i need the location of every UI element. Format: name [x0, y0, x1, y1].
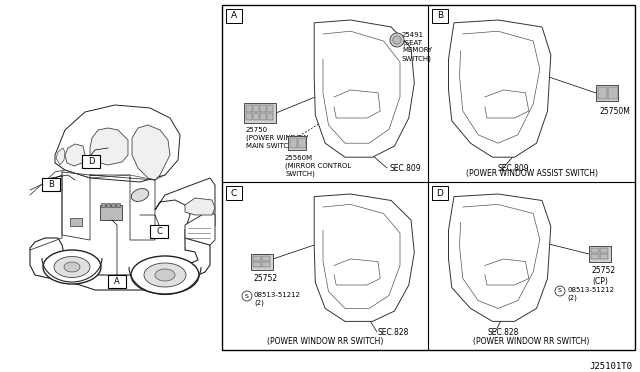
Polygon shape	[56, 148, 65, 165]
Text: 25752: 25752	[254, 274, 278, 283]
Bar	[222, 5, 635, 350]
Ellipse shape	[131, 256, 199, 294]
Bar	[591, 254, 599, 259]
Bar	[101, 203, 105, 207]
Circle shape	[390, 33, 404, 47]
Bar	[150, 225, 168, 238]
Bar	[70, 218, 82, 226]
Bar	[596, 85, 618, 101]
Text: 25752
(CP): 25752 (CP)	[592, 266, 616, 286]
Ellipse shape	[54, 257, 90, 278]
Bar	[260, 105, 266, 112]
Text: A: A	[231, 12, 237, 20]
Bar	[106, 203, 110, 207]
Polygon shape	[132, 125, 170, 180]
Text: 08513-51212
(2): 08513-51212 (2)	[254, 292, 301, 306]
Polygon shape	[30, 238, 210, 290]
Bar	[591, 248, 599, 253]
Bar	[116, 203, 120, 207]
Bar	[598, 87, 607, 99]
Text: D: D	[436, 189, 444, 198]
Bar	[262, 262, 270, 267]
Ellipse shape	[155, 269, 175, 281]
Bar	[289, 138, 297, 148]
Ellipse shape	[144, 263, 186, 287]
Bar	[226, 9, 242, 23]
Polygon shape	[155, 178, 215, 245]
Text: C: C	[156, 227, 162, 236]
Text: 25750M: 25750M	[599, 107, 630, 116]
Bar	[253, 256, 261, 261]
Text: D: D	[88, 157, 94, 166]
Text: S: S	[558, 289, 562, 294]
Bar	[82, 155, 100, 168]
Polygon shape	[55, 105, 180, 182]
Polygon shape	[449, 194, 551, 321]
Circle shape	[393, 36, 401, 44]
Ellipse shape	[131, 189, 148, 201]
Bar	[111, 203, 115, 207]
Polygon shape	[449, 20, 551, 157]
Bar	[108, 275, 126, 288]
Circle shape	[242, 291, 252, 301]
Bar	[589, 246, 611, 262]
Text: B: B	[48, 180, 54, 189]
Circle shape	[555, 286, 565, 296]
Text: SEC.809: SEC.809	[498, 164, 530, 173]
Bar	[42, 178, 60, 191]
Polygon shape	[185, 198, 215, 215]
Text: SEC.828: SEC.828	[488, 328, 520, 337]
Text: 25491
(SEAT
MEMORY
SWITCH): 25491 (SEAT MEMORY SWITCH)	[402, 32, 432, 61]
Text: (POWER WINDOW RR SWITCH): (POWER WINDOW RR SWITCH)	[474, 337, 589, 346]
Bar	[253, 105, 259, 112]
Text: S: S	[245, 294, 249, 298]
Bar	[246, 113, 252, 120]
Bar	[100, 205, 122, 220]
Text: (POWER WINDOW ASSIST SWITCH): (POWER WINDOW ASSIST SWITCH)	[465, 169, 598, 178]
Bar	[432, 9, 448, 23]
Bar	[267, 105, 273, 112]
Text: 25750
(POWER WINDOW
MAIN SWITCH): 25750 (POWER WINDOW MAIN SWITCH)	[246, 127, 308, 149]
Polygon shape	[185, 210, 215, 245]
Bar	[432, 186, 448, 200]
Bar	[288, 136, 306, 150]
Bar	[298, 138, 305, 148]
Bar	[600, 248, 608, 253]
Polygon shape	[314, 194, 414, 321]
Text: B: B	[437, 12, 443, 20]
Bar	[244, 103, 276, 123]
Bar	[608, 87, 618, 99]
Text: A: A	[114, 277, 120, 286]
Bar	[246, 105, 252, 112]
Bar	[600, 254, 608, 259]
Text: 08513-51212
(2): 08513-51212 (2)	[567, 287, 614, 301]
Polygon shape	[65, 144, 85, 166]
Ellipse shape	[43, 250, 101, 284]
Bar	[251, 254, 273, 270]
Text: SEC.828: SEC.828	[377, 328, 408, 337]
Text: J25101T0: J25101T0	[589, 362, 632, 371]
Ellipse shape	[64, 262, 80, 272]
Bar	[267, 113, 273, 120]
Text: C: C	[231, 189, 237, 198]
Text: (POWER WINDOW RR SWITCH): (POWER WINDOW RR SWITCH)	[267, 337, 383, 346]
Bar	[253, 113, 259, 120]
Text: SEC.809: SEC.809	[390, 164, 422, 173]
Bar	[226, 186, 242, 200]
Bar	[253, 262, 261, 267]
Polygon shape	[90, 128, 128, 165]
Bar	[262, 256, 270, 261]
Text: 25560M
(MIRROR CONTROL
SWITCH): 25560M (MIRROR CONTROL SWITCH)	[285, 155, 351, 177]
Bar	[260, 113, 266, 120]
Polygon shape	[314, 20, 414, 157]
